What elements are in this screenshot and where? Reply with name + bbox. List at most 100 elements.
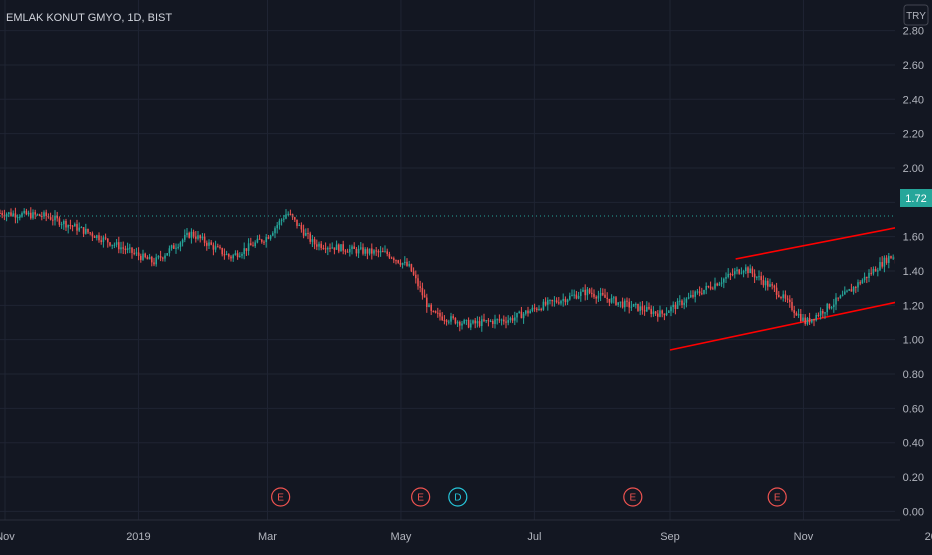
channel-line-1[interactable]	[735, 91, 932, 260]
candle-body	[371, 248, 373, 254]
earnings-event-circle[interactable]	[767, 487, 787, 507]
candle-body	[443, 320, 446, 322]
price-axis[interactable]: 0.000.200.400.600.801.001.201.401.601.80…	[903, 26, 924, 519]
candle-body	[382, 251, 384, 253]
dividend-event-marker[interactable]: D	[448, 487, 468, 507]
earnings-event-marker[interactable]: E	[767, 487, 787, 507]
candle-body	[351, 246, 353, 250]
time-axis[interactable]: Nov2019MarMayJulSepNov2020MarMayJulSepNo…	[0, 531, 932, 543]
candle-body	[674, 304, 677, 309]
candle-body	[586, 289, 589, 296]
y-tick-label: 2.20	[903, 129, 924, 141]
candle-body	[780, 296, 782, 298]
candle-body	[745, 267, 747, 272]
candle-body	[725, 276, 727, 279]
candle-body	[386, 251, 388, 255]
candle-body	[472, 320, 474, 324]
candle-body	[602, 292, 604, 295]
candle-body	[30, 212, 32, 219]
earnings-event-marker[interactable]: E	[271, 487, 291, 507]
candle-body	[388, 254, 391, 258]
candle-body	[184, 235, 186, 240]
candle-body	[265, 237, 267, 243]
channel-line-2[interactable]	[669, 137, 932, 351]
candle-body	[54, 215, 56, 221]
candle-body	[175, 247, 177, 249]
candle-body	[287, 213, 289, 215]
candle-body	[428, 304, 430, 307]
candle-body	[753, 273, 756, 278]
currency-button[interactable]: TRY	[903, 4, 929, 26]
candle-body	[861, 280, 864, 284]
candle-body	[190, 231, 193, 238]
x-tick-label: May	[391, 531, 412, 543]
x-tick-label: 2019	[126, 531, 150, 543]
candle-body	[608, 298, 611, 303]
candle-body	[360, 247, 362, 249]
candle-body	[857, 282, 859, 288]
candle-body	[503, 319, 505, 322]
candle-body	[261, 239, 263, 242]
candle-body	[212, 244, 215, 250]
y-tick-label: 0.80	[903, 369, 924, 381]
candle-body	[181, 239, 184, 243]
candle-body	[327, 247, 329, 250]
candle-body	[82, 227, 85, 234]
y-tick-label: 2.00	[903, 163, 924, 175]
candle-body	[584, 289, 586, 296]
candle-body	[5, 214, 8, 217]
candle-body	[379, 251, 382, 253]
candle-body	[395, 260, 397, 262]
candle-body	[421, 287, 424, 296]
earnings-event-marker[interactable]: E	[411, 487, 431, 507]
candle-body	[626, 300, 628, 302]
candle-body	[756, 276, 758, 278]
candle-body	[888, 256, 890, 263]
candle-body	[401, 263, 404, 265]
candle-body	[767, 280, 769, 287]
candle-body	[144, 253, 146, 258]
earnings-event-circle[interactable]	[271, 487, 291, 507]
candle-body	[696, 291, 699, 293]
candle-body	[432, 310, 435, 312]
candle-body	[687, 297, 690, 299]
candle-body	[718, 283, 721, 286]
candle-body	[426, 297, 428, 307]
candle-body	[419, 286, 421, 288]
candle-body	[613, 297, 615, 299]
dividend-event-circle[interactable]	[448, 487, 468, 507]
candle-body	[34, 212, 36, 215]
candle-body	[247, 243, 250, 251]
candle-body	[500, 319, 503, 321]
candle-body	[47, 216, 50, 218]
candle-body	[555, 300, 558, 303]
candle-body	[498, 319, 501, 321]
candle-body	[146, 257, 149, 260]
candle-body	[140, 255, 142, 260]
earnings-event-circle[interactable]	[623, 487, 643, 507]
candle-body	[668, 311, 670, 313]
candle-body	[14, 213, 17, 218]
candle-body	[415, 274, 417, 279]
candle-body	[819, 310, 822, 316]
candle-body	[214, 246, 217, 250]
y-tick-label: 2.40	[903, 94, 924, 106]
candle-body	[617, 302, 619, 305]
x-tick-label: Mar	[258, 531, 277, 543]
dividend-event-label: D	[454, 493, 461, 504]
candle-body	[742, 271, 745, 273]
candle-body	[731, 274, 734, 276]
currency-button-frame[interactable]	[903, 4, 929, 26]
currency-label: TRY	[906, 11, 926, 22]
candle-body	[560, 300, 562, 304]
earnings-event-marker[interactable]: E	[623, 487, 643, 507]
earnings-event-circle[interactable]	[411, 487, 431, 507]
candle-body	[564, 298, 567, 303]
candle-body	[423, 295, 426, 298]
candle-body	[879, 262, 881, 271]
candle-body	[111, 244, 113, 246]
candle-body	[619, 301, 622, 303]
candle-body	[483, 319, 485, 321]
